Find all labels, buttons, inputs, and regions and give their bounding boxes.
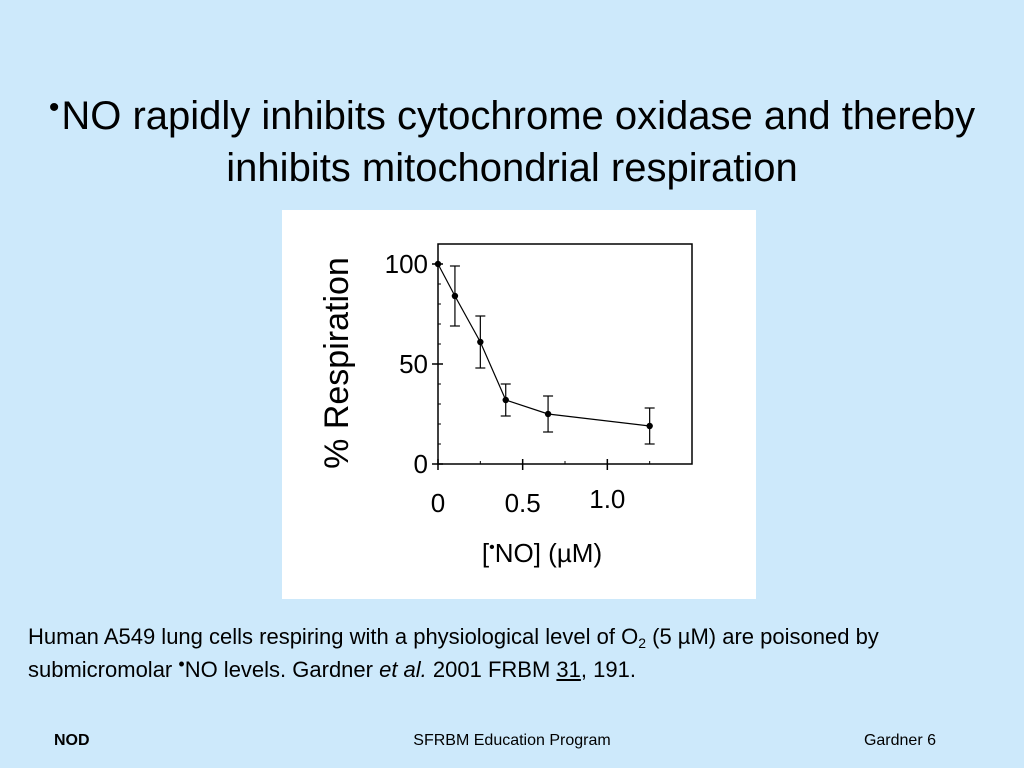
series-line xyxy=(437,263,650,427)
x-tick-label: 0.5 xyxy=(505,488,541,518)
x-axis-label-prefix: [ xyxy=(482,538,490,568)
footer-left-label: NOD xyxy=(54,732,90,749)
slide-footer: NOD SFRBM Education Program Gardner 6 xyxy=(0,732,1024,756)
plot-frame xyxy=(437,243,693,465)
caption-part4: 2001 FRBM xyxy=(426,657,557,682)
x-tick-label: 0 xyxy=(431,488,445,518)
caption-radical-dot: • xyxy=(178,654,185,674)
data-point xyxy=(544,410,552,418)
data-point xyxy=(434,260,442,268)
x-axis-label: [•NO] (µM) xyxy=(482,538,602,568)
respiration-chart: 0 50 100 0 0.5 1.0 % Respiration [•NO] (µM) xyxy=(318,243,693,568)
data-point xyxy=(451,292,459,300)
caption-part2: (5 µM) are poisoned by submicromolar xyxy=(28,624,879,682)
caption-part5: , 191. xyxy=(580,657,636,682)
x-tick-label: 1.0 xyxy=(589,484,625,514)
data-point xyxy=(477,338,484,346)
radical-dot: • xyxy=(48,91,60,124)
chart-panel: 0 50 100 0 0.5 1.0 % Respiration [•NO] (µM) xyxy=(282,210,756,599)
caption-etal: et al. xyxy=(379,657,427,682)
data-point xyxy=(646,422,653,430)
axes-layer: 0 50 100 0 0.5 1.0 xyxy=(385,243,693,518)
caption-part1: Human A549 lung cells respiring with a p… xyxy=(28,624,639,649)
y-tick-label: 50 xyxy=(399,349,428,379)
caption-part3: NO levels. Gardner xyxy=(184,657,380,682)
series-layer xyxy=(434,260,655,445)
title-text: NO rapidly inhibits cytochrome oxidase a… xyxy=(61,94,976,190)
footer-page-label: Gardner 6 xyxy=(863,732,936,749)
figure-caption: Human A549 lung cells respiring with a p… xyxy=(28,620,1008,686)
caption-o2-subscript: 2 xyxy=(638,635,647,651)
x-axis-label-rest: NO] (µM) xyxy=(495,538,602,568)
y-axis-label: % Respiration xyxy=(318,257,356,469)
x-axis-label-radical: • xyxy=(489,539,495,556)
caption-volume: 31 xyxy=(556,657,581,682)
slide-title: •NO rapidly inhibits cytochrome oxidase … xyxy=(40,82,984,194)
data-point xyxy=(502,396,509,404)
y-tick-label: 100 xyxy=(385,249,428,279)
y-tick-label: 0 xyxy=(414,449,428,479)
